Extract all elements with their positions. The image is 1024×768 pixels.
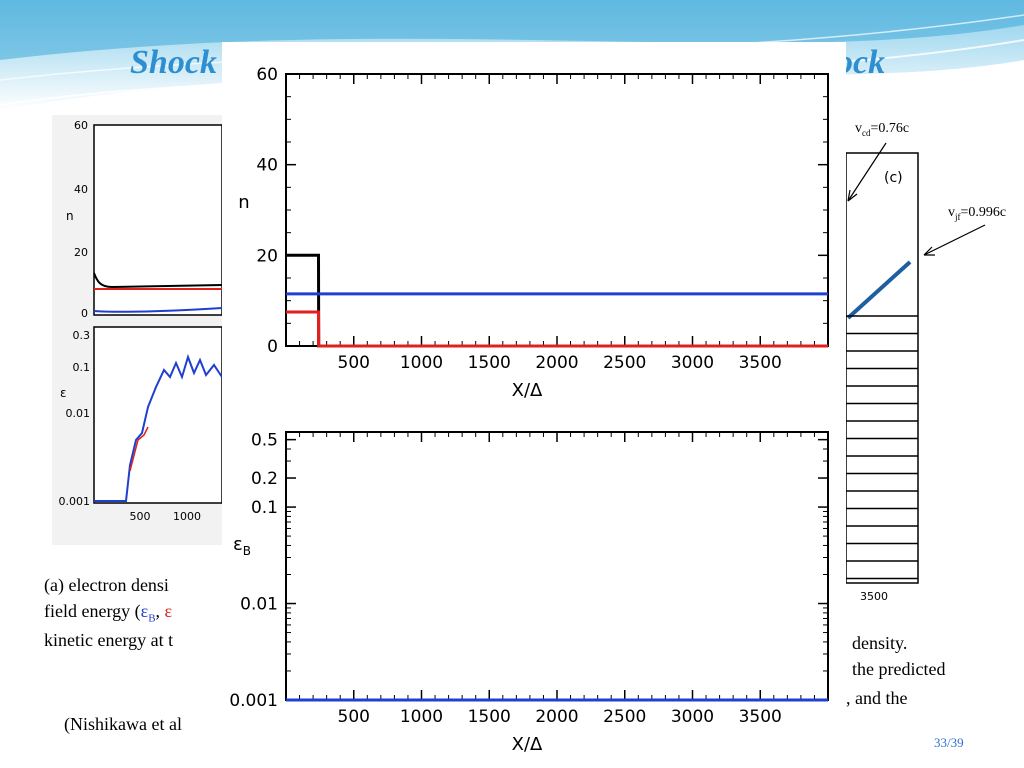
bg-left-ylabel-eps: ε	[60, 386, 67, 400]
epsb-xtick-label: 2000	[535, 707, 578, 727]
n-ylabel: n	[238, 192, 249, 213]
bg-left-ytick-0.001: 0.001	[59, 495, 91, 508]
epsb-xtick-label: 1500	[468, 707, 511, 727]
bg-left-ytick-0.01: 0.01	[66, 407, 91, 420]
bg-left-ytick-0.3: 0.3	[73, 329, 91, 342]
caption-right-1: density.	[852, 633, 908, 653]
n-xtick-label: 3000	[671, 353, 714, 373]
epsb-ytick-label: 0.5	[251, 431, 278, 451]
n-ytick-label: 40	[256, 156, 278, 176]
epsb-ytick-label: 0.001	[229, 691, 278, 711]
bg-right-panel-label: (c)	[884, 170, 903, 186]
n-xtick-label: 1500	[468, 353, 511, 373]
bg-left-ylabel-n: n	[66, 209, 74, 223]
n-ytick-label: 60	[256, 65, 278, 85]
epsb-xlabel: X/Δ	[512, 734, 543, 755]
epsilon-b-panel: 500 1000 1500 2000 2500 3000 3500 0.001 0.01 0.1 0…	[229, 431, 829, 755]
background-figure-right: (c) 3500	[846, 150, 938, 605]
n-ytick-label: 20	[256, 246, 278, 266]
epsb-xtick-label: 1000	[400, 707, 443, 727]
n-xtick-label: 2500	[603, 353, 646, 373]
caption-line-3: kinetic energy at t	[44, 630, 174, 650]
caption-right-2: the predicted	[852, 659, 946, 679]
bg-left-ytick-60: 60	[74, 119, 88, 132]
bg-left-ytick-20: 20	[74, 246, 88, 259]
bg-left-ytick-0: 0	[81, 307, 88, 320]
n-ytick-label: 0	[267, 337, 278, 357]
page-number: 33/39	[934, 735, 964, 750]
citation: (Nishikawa et al	[64, 714, 182, 734]
epsb-xtick-label: 2500	[603, 707, 646, 727]
epsb-ylabel: εB	[233, 534, 251, 558]
annotation-arrows	[847, 142, 986, 256]
caption-right-3: , and the	[846, 688, 908, 708]
epsb-xtick-label: 3000	[671, 707, 714, 727]
n-xtick-label: 2000	[535, 353, 578, 373]
bg-right-xtick-3500: 3500	[860, 590, 888, 603]
background-figure-left: 60 40 20 0 n 0.3 0.1 0.01 0.001 ε 500 10…	[52, 115, 222, 545]
n-plot-frame	[285, 73, 829, 347]
n-xtick-label: 500	[338, 353, 370, 373]
bg-left-xtick-500: 500	[130, 510, 151, 523]
epsb-ytick-label: 0.1	[251, 498, 278, 518]
epsb-xtick-label: 3500	[739, 707, 782, 727]
n-series-1	[286, 310, 828, 348]
bg-left-ytick-40: 40	[74, 183, 88, 196]
epsb-plot-frame	[285, 431, 829, 701]
epsb-ytick-label: 0.2	[251, 469, 278, 489]
vjf-annotation: vjf=0.996c	[948, 205, 1007, 222]
vcd-annotation: vcd=0.76c	[855, 121, 910, 138]
bg-left-ytick-0.1: 0.1	[73, 361, 91, 374]
n-xtick-label: 1000	[400, 353, 443, 373]
epsb-xtick-label: 500	[338, 707, 370, 727]
density-panel: 500 1000 1500 2000 2500 3000 3500 0 20 40 60 X/Δ n	[238, 65, 829, 401]
caption-line-2: field energy (εB, ε	[44, 601, 173, 625]
caption-line-1: (a) electron densi	[44, 575, 169, 595]
n-xlabel: X/Δ	[512, 380, 543, 401]
slide-title-left-fragment: Shock	[130, 44, 217, 81]
epsb-ytick-label: 0.01	[240, 595, 278, 615]
n-xtick-label: 3500	[739, 353, 782, 373]
foreground-chart-overlay: 500 1000 1500 2000 2500 3000 3500 0 20 40 60 X/Δ n 5…	[222, 42, 846, 768]
bg-left-xtick-1000: 1000	[173, 510, 201, 523]
